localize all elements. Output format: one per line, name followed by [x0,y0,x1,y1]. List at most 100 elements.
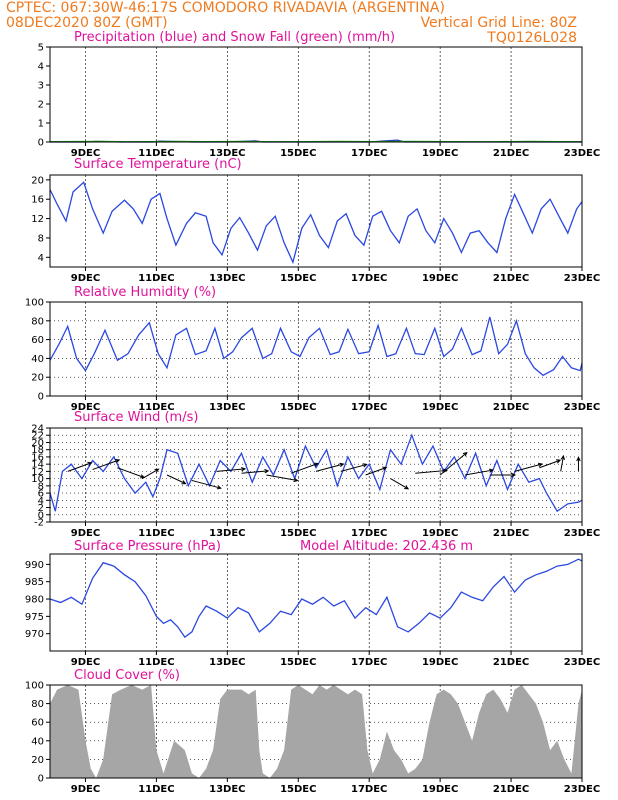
wind-vector-head [87,461,93,466]
wind-vector [365,467,387,476]
y-tick-label: 0 [38,774,44,785]
y-tick-label: 18 [31,445,44,456]
x-tick-label: 19DEC [422,273,458,284]
y-tick-label: 100 [25,298,44,309]
x-tick-label: 9DEC [71,528,100,539]
y-tick-label: 0 [38,510,44,521]
wind-vector [291,463,319,474]
x-tick-label: 21DEC [493,402,529,413]
x-tick-label: 17DEC [351,148,387,159]
wind-vector [315,463,344,472]
x-tick-label: 23DEC [564,273,600,284]
wind-vector-head [181,480,187,485]
y-tick-label: 12 [31,467,44,478]
x-tick-label: 23DEC [564,402,600,413]
series-line [49,558,583,639]
y-tick-label: 24 [31,424,44,435]
header-location: CPTEC: 067:30W-46:17S COMODORO RIVADAVIA… [6,0,445,16]
x-tick-label: 19DEC [422,784,458,795]
y-tick-label: 60 [31,335,44,346]
x-tick-label: 17DEC [351,784,387,795]
wind-vector [340,463,367,472]
wind-vector-head [576,456,581,462]
wind-vector [117,467,145,478]
x-tick-label: 17DEC [351,528,387,539]
header-model-code: TQ0126L028 [486,30,577,46]
x-tick-label: 13DEC [209,528,245,539]
y-tick-label: 970 [25,629,44,640]
wind-vector-head [404,485,410,490]
wind-vector [92,459,120,471]
y-tick-label: 16 [31,452,44,463]
wind-vector-head [556,459,562,464]
y-tick-label: 80 [31,316,44,327]
y-tick-label: 40 [31,354,44,365]
x-tick-label: 15DEC [280,784,316,795]
panel-title: Relative Humidity (%) [74,285,216,300]
x-tick-label: 21DEC [493,784,529,795]
panel-6: Cloud Cover (%) 9DEC 11DEC 13DEC 15DEC 17DEC 1… [25,668,600,795]
x-tick-label: 13DEC [209,273,245,284]
x-tick-label: 15DEC [280,528,316,539]
y-tick-label: 80 [31,699,44,710]
x-tick-label: 13DEC [209,657,245,668]
panel-title: Precipitation (blue) and Snow Fall (gree… [74,30,395,45]
y-tick-label: 100 [25,681,44,692]
y-tick-label: 3 [38,81,44,92]
wind-vector-head [511,472,517,478]
wind-vector-head [488,468,495,473]
wind-vector-head [313,462,319,467]
x-tick-label: 15DEC [280,148,316,159]
panel-title: Surface Wind (m/s) [74,410,198,425]
y-tick-label: 60 [31,718,44,729]
wind-vector [67,462,92,472]
wind-vector-head [154,468,160,473]
y-tick-label: -2 [34,518,44,529]
x-tick-label: 9DEC [71,402,100,413]
panel-title: Surface Pressure (hPa) [74,539,221,554]
y-tick-label: 8 [38,481,44,492]
y-tick-label: 14 [31,460,44,471]
y-tick-label: 5 [38,43,44,54]
x-tick-label: 9DEC [71,657,100,668]
panel-frame [49,46,583,143]
y-tick-label: 1 [38,119,44,130]
x-tick-label: 17DEC [351,273,387,284]
y-tick-label: 0 [38,392,44,403]
panel-5: Surface Pressure (hPa) Model Altitude: 20… [25,539,600,668]
x-tick-label: 21DEC [493,148,529,159]
series-line [49,181,583,265]
wind-vector-head [362,463,368,468]
wind-vector-head [339,462,345,467]
panel-frame [49,553,583,652]
panels: Precipitation (blue) and Snow Fall (gree… [25,30,600,795]
x-tick-label: 21DEC [493,657,529,668]
y-tick-label: 20 [31,438,44,449]
wind-vector-head [216,485,222,490]
x-tick-label: 11DEC [138,273,174,284]
y-tick-label: 22 [31,431,44,442]
x-tick-label: 11DEC [138,402,174,413]
y-tick-label: 990 [25,560,44,571]
wind-vector [191,479,221,489]
wind-vector-head [538,462,544,467]
series-line [49,433,583,513]
panel-title: Cloud Cover (%) [74,668,180,683]
panel-frame [49,684,583,779]
wind-vector [464,469,494,476]
cloud-cover-area [50,685,582,778]
wind-vector [560,455,564,472]
x-tick-label: 19DEC [422,148,458,159]
wind-vector-head [382,466,388,471]
y-tick-label: 4 [38,62,44,73]
y-tick-label: 20 [31,373,44,384]
y-tick-label: 8 [38,233,44,244]
panel-frame [49,427,583,523]
x-tick-label: 23DEC [564,784,600,795]
wind-vector [241,470,269,474]
x-tick-label: 19DEC [422,402,458,413]
panel-frame [49,174,583,268]
x-tick-label: 9DEC [71,784,100,795]
x-tick-label: 15DEC [280,657,316,668]
